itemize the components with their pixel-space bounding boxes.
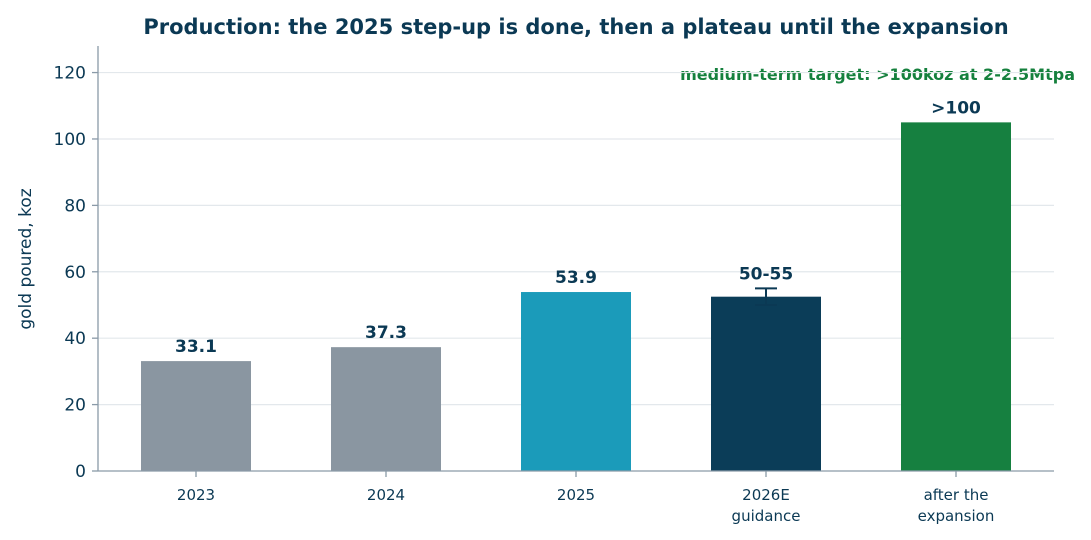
bar-3 <box>711 296 821 471</box>
chart-title: Production: the 2025 step-up is done, th… <box>143 15 1008 39</box>
data-label-2: 53.9 <box>555 268 597 288</box>
x-tick-label-4-line-1: expansion <box>918 507 995 525</box>
x-tick-label-1: 2024 <box>367 486 405 504</box>
y-axis-label: gold poured, koz <box>16 188 36 329</box>
bar-1 <box>331 347 441 471</box>
x-tick-label-2: 2025 <box>557 486 595 504</box>
y-tick-label-100: 100 <box>54 130 86 150</box>
data-label-4: >100 <box>931 98 981 118</box>
y-tick-label-60: 60 <box>64 263 86 283</box>
y-tick-label-20: 20 <box>64 396 86 416</box>
bar-2 <box>521 292 631 471</box>
bar-4 <box>901 122 1011 471</box>
x-tick-label-0: 2023 <box>177 486 215 504</box>
data-label-3: 50-55 <box>739 264 793 284</box>
y-tick-label-0: 0 <box>75 462 86 482</box>
y-tick-label-40: 40 <box>64 329 86 349</box>
data-label-0: 33.1 <box>175 337 217 357</box>
x-tick-label-3-line-1: guidance <box>732 507 801 525</box>
y-tick-label-80: 80 <box>64 196 86 216</box>
x-tick-label-3-line-0: 2026E <box>742 486 790 504</box>
data-label-1: 37.3 <box>365 323 407 343</box>
x-tick-label-4-line-0: after the <box>924 486 989 504</box>
bar-0 <box>141 361 251 471</box>
chart-annotation: medium-term target: >100koz at 2-2.5Mtpa <box>680 65 1075 84</box>
y-tick-label-120: 120 <box>54 64 86 84</box>
